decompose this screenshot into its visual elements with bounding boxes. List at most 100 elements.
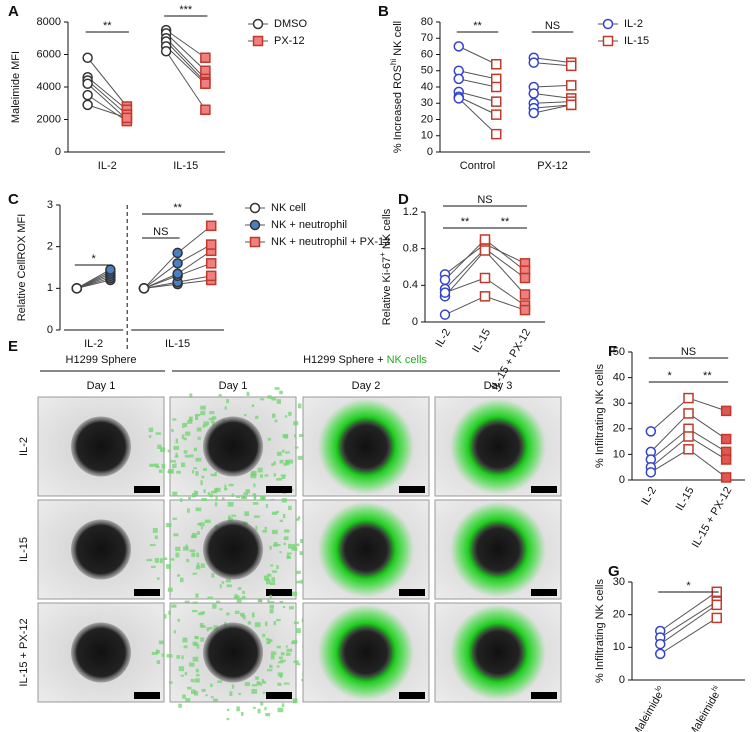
cell-speck: [183, 546, 189, 551]
sig-label: NS: [477, 194, 492, 206]
cell-speck: [207, 596, 213, 600]
sphere: [203, 416, 263, 477]
cell-speck: [288, 505, 292, 511]
cell-speck: [182, 423, 185, 429]
data-point: [655, 648, 666, 660]
cell-speck: [270, 651, 277, 656]
scale-bar: [134, 692, 160, 699]
cell-speck: [224, 488, 228, 491]
header-part: H1299 Sphere +: [303, 354, 386, 366]
cell-speck: [271, 463, 274, 467]
x-tick-label: IL-15: [470, 327, 493, 355]
cell-speck: [199, 522, 205, 527]
cell-speck: [194, 678, 200, 683]
cell-speck: [181, 434, 185, 439]
pair-line: [177, 262, 212, 277]
pair-line: [484, 295, 526, 311]
y-axis-label: % Infiltrating NK cells: [594, 579, 606, 683]
cell-speck: [183, 437, 187, 441]
cell-speck: [221, 497, 225, 502]
pair-line: [533, 104, 572, 109]
cell-speck: [257, 467, 263, 473]
pair-line: [177, 250, 212, 275]
cell-speck: [203, 424, 208, 427]
data-point: [519, 272, 531, 284]
cell-speck: [238, 692, 241, 696]
y-axis-label-part: Relative Ki-67: [381, 257, 393, 325]
x-tick-label-sup: hi: [711, 684, 720, 693]
cell-speck: [192, 656, 199, 662]
y-tick-label: 6000: [37, 48, 61, 60]
data-point: [519, 289, 531, 300]
cell-speck: [217, 680, 223, 683]
cell-speck: [273, 473, 277, 477]
cell-speck: [172, 418, 177, 421]
data-point: [519, 304, 531, 316]
cell-speck: [277, 672, 283, 677]
legend-label: NK cell: [271, 202, 306, 214]
cell-speck: [173, 445, 180, 451]
cell-speck: [260, 702, 264, 706]
cell-speck: [173, 533, 179, 537]
pair-line: [533, 104, 572, 114]
cell-speck: [294, 434, 297, 438]
cell-speck: [271, 577, 276, 582]
data-point: [491, 59, 502, 70]
pair-line: [165, 37, 206, 80]
cell-speck: [208, 627, 213, 630]
cell-speck: [296, 580, 302, 584]
y-tick-label: 10: [613, 448, 625, 460]
image-panel: E H1299 Sphere H1299 Sphere + NK cells D…: [8, 338, 562, 721]
y-axis-label-part: % Infiltrating NK cells: [594, 579, 606, 683]
cell-speck: [196, 531, 200, 535]
pair-line: [76, 269, 111, 289]
y-tick-label: 0: [412, 316, 418, 328]
cell-speck: [186, 558, 190, 563]
cell-speck: [253, 483, 256, 488]
cell-speck: [219, 584, 222, 589]
cell-speck: [180, 577, 184, 583]
data-point: [479, 291, 491, 302]
cell-speck: [245, 489, 251, 494]
cell-speck: [156, 577, 160, 580]
y-tick-label: 0: [47, 324, 53, 336]
cell-speck: [297, 516, 301, 520]
cell-speck: [247, 621, 252, 625]
cell-speck: [284, 415, 288, 418]
cell-speck: [158, 640, 164, 645]
cell-speck: [244, 682, 250, 687]
cell-speck: [221, 581, 225, 584]
cell-speck: [174, 463, 177, 468]
data-point: [200, 104, 211, 115]
pair-line: [650, 413, 689, 453]
y-axis-label-part: NK cell: [392, 21, 404, 59]
data-point: [479, 272, 491, 284]
cell-speck: [197, 522, 202, 526]
cell-speck: [280, 652, 285, 656]
cell-speck: [269, 604, 275, 609]
cell-speck: [280, 659, 286, 662]
cell-speck: [180, 674, 185, 677]
data-point: [82, 52, 93, 63]
cell-speck: [200, 526, 204, 530]
cell-speck: [203, 421, 210, 426]
data-point: [453, 41, 464, 52]
data-point: [105, 264, 116, 275]
data-point: [491, 109, 502, 120]
cell-speck: [262, 529, 268, 533]
cell-speck: [151, 651, 158, 655]
cell-speck: [214, 471, 217, 477]
y-axis-label: % Increased ROShi NK cell: [389, 21, 404, 153]
x-tick-label: IL-2: [98, 160, 117, 172]
legend-marker: [252, 35, 264, 47]
pair-line: [87, 83, 128, 120]
cell-speck: [218, 394, 222, 398]
cell-speck: [300, 579, 305, 584]
cell-speck: [189, 393, 193, 398]
pair-line: [688, 428, 727, 453]
cell-speck: [286, 552, 292, 555]
cell-speck: [292, 640, 298, 644]
cell-speck: [282, 605, 286, 609]
cell-speck: [200, 611, 206, 615]
data-point: [200, 52, 211, 63]
